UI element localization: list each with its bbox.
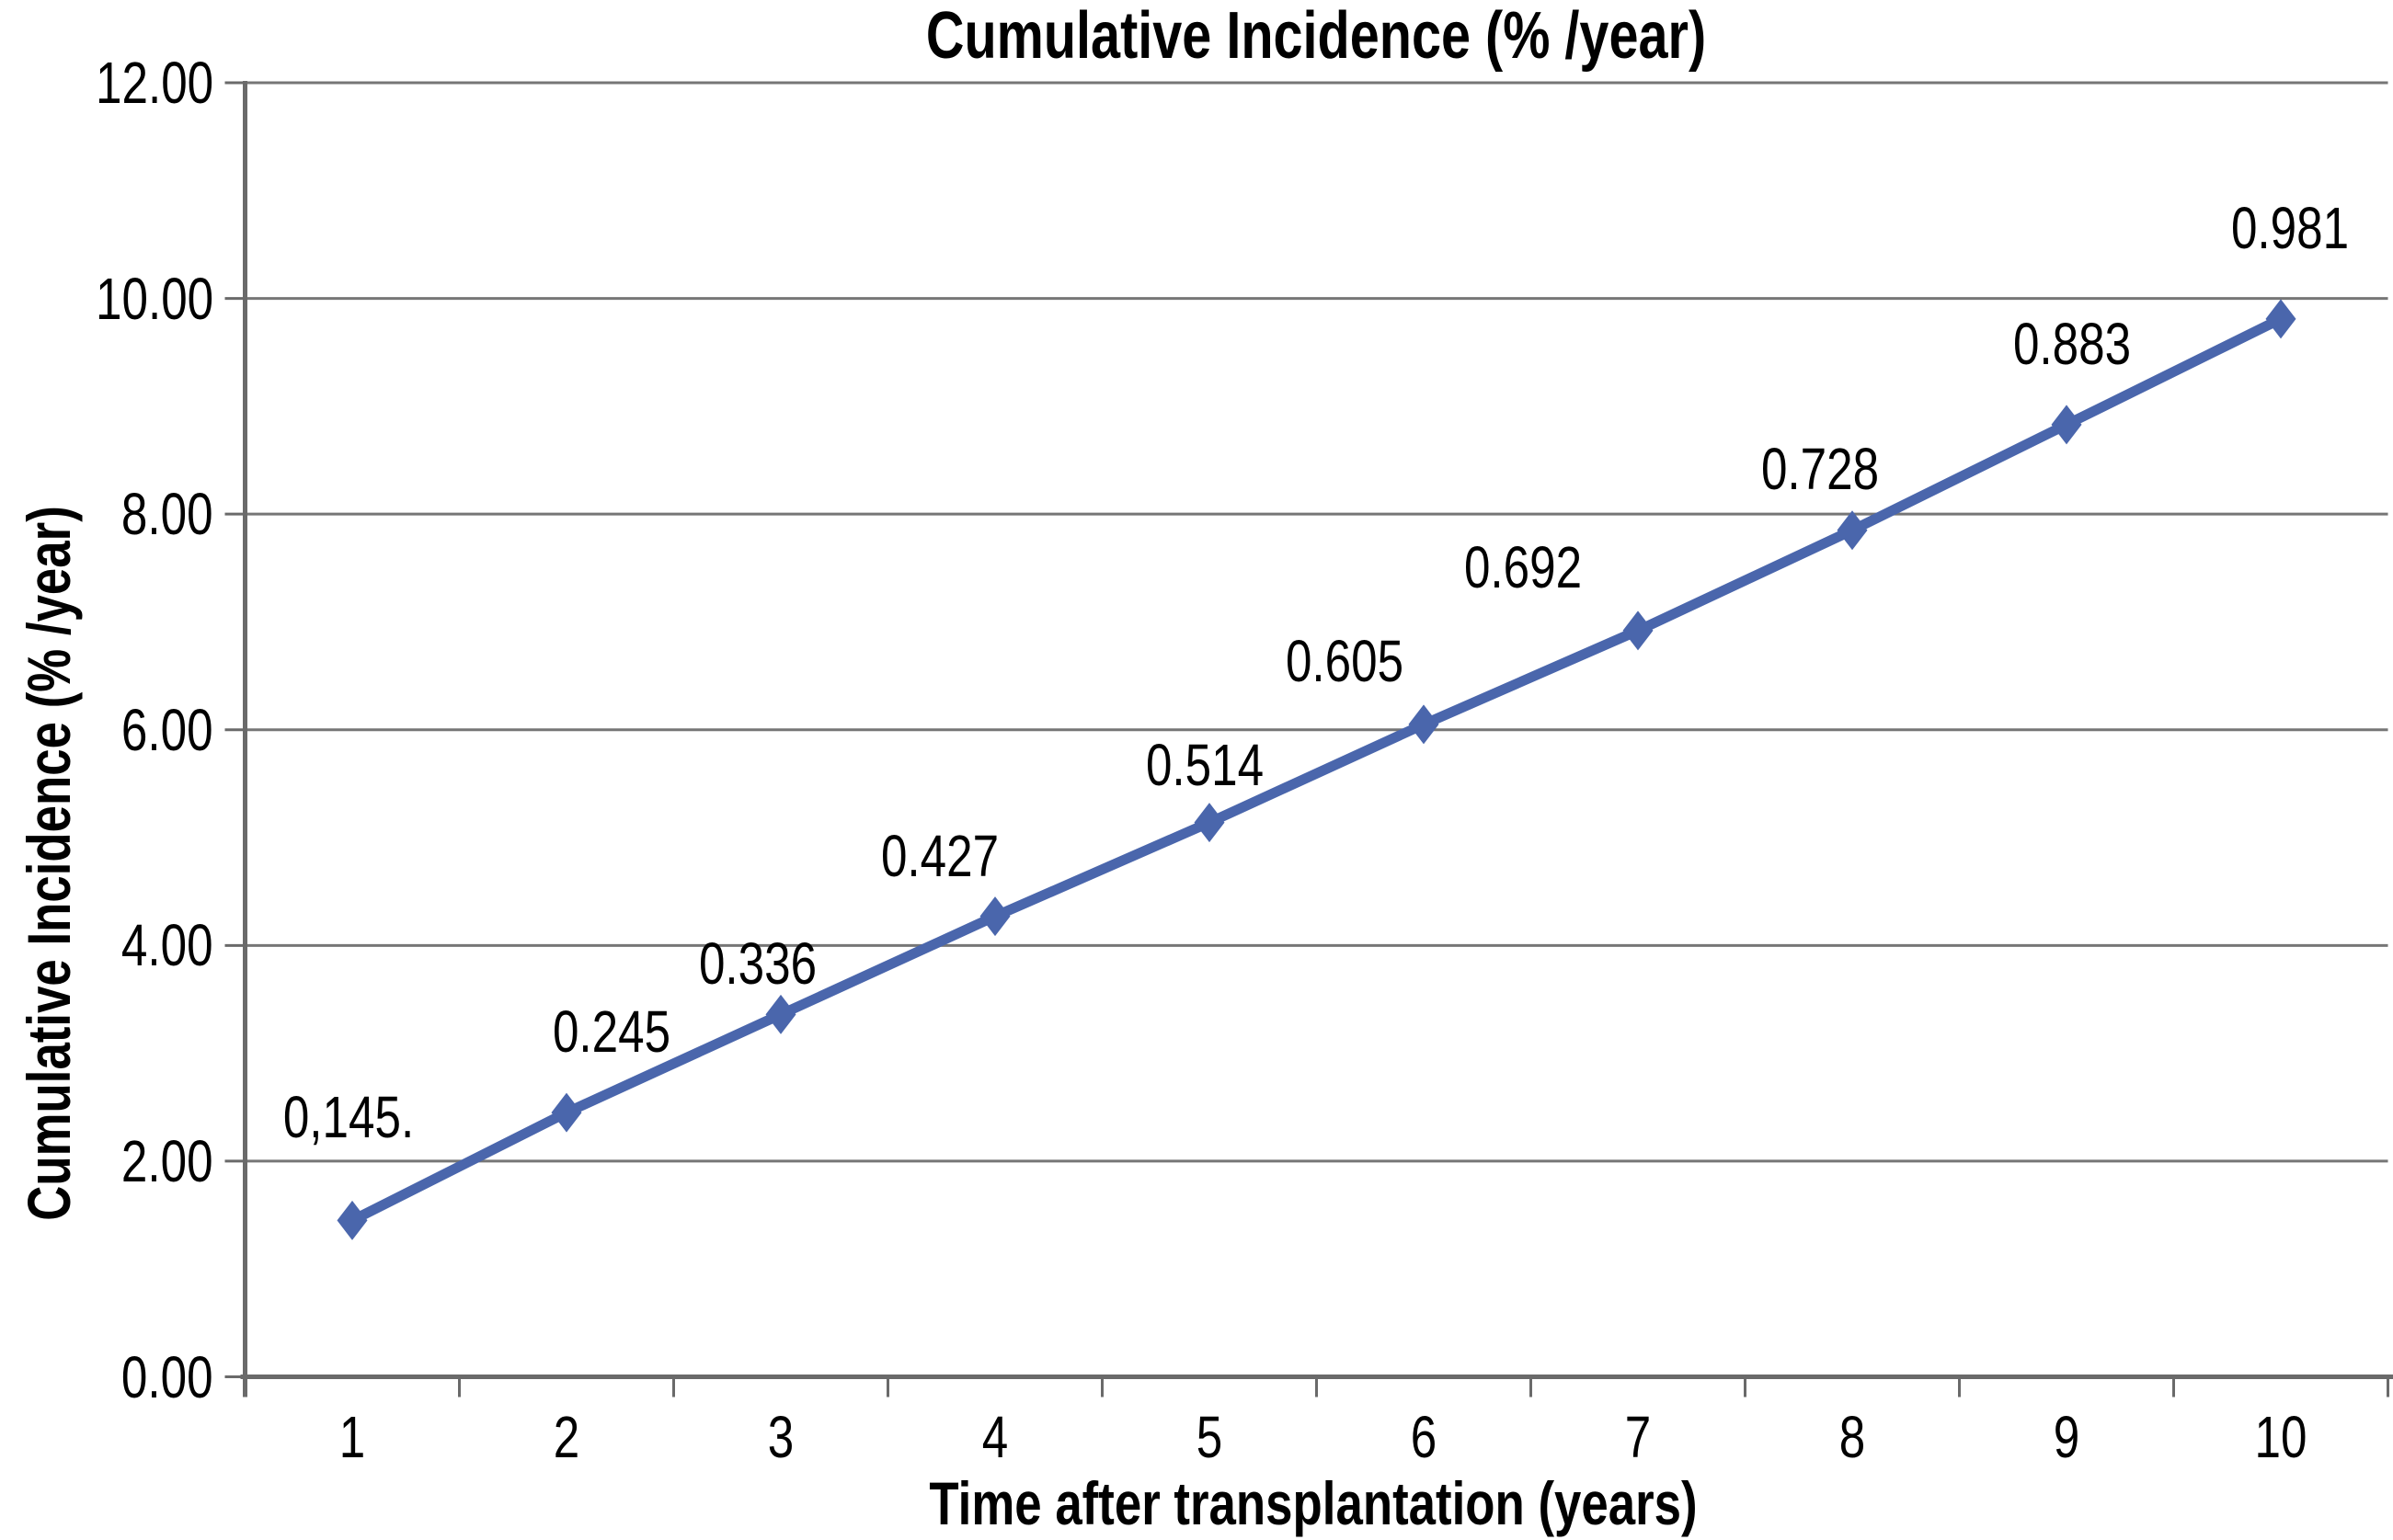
data-point-marker-year-7 [1622, 610, 1654, 651]
y-tick-label-6.00: 6.00 [98, 698, 213, 762]
data-label-year-3: 0.336 [684, 931, 831, 996]
x-tick-label-4: 4 [979, 1405, 1012, 1469]
data-label-year-1: 0,145. [267, 1085, 430, 1149]
x-axis-title: Time after transplantation (years) [833, 1469, 1793, 1537]
y-tick-label-0.00-text: 0.00 [121, 1343, 213, 1410]
data-label-year-2-text: 0.245 [552, 998, 671, 1066]
data-label-year-9-text: 0.883 [2012, 310, 2132, 377]
data-label-year-5: 0.514 [1131, 733, 1278, 797]
x-tick-label-9: 9 [2050, 1405, 2083, 1469]
y-tick-label-8.00-text: 8.00 [121, 481, 213, 548]
x-tick-label-10-text: 10 [2254, 1404, 2307, 1470]
series-line-0 [347, 314, 2286, 1226]
y-tick-label-10.00: 10.00 [66, 267, 213, 331]
data-label-year-7-text: 0.692 [1463, 533, 1583, 600]
data-label-year-6-text: 0.605 [1285, 627, 1404, 694]
x-tick-label-6: 6 [1407, 1405, 1440, 1469]
y-tick-label-8.00: 8.00 [98, 482, 213, 546]
x-tick-label-6-text: 6 [1410, 1404, 1437, 1470]
data-point-marker-year-3 [765, 994, 796, 1034]
y-tick-label-10.00-text: 10.00 [95, 265, 213, 332]
data-point-marker-year-6 [1408, 704, 1439, 745]
data-point-marker-year-1 [337, 1200, 368, 1240]
y-tick-label-12.00: 12.00 [66, 51, 213, 115]
data-point-marker-year-2 [551, 1092, 582, 1133]
data-label-year-8: 0.728 [1746, 437, 1894, 501]
x-tick-label-8-text: 8 [1838, 1404, 1866, 1470]
x-tick-label-7-text: 7 [1624, 1404, 1652, 1470]
y-tick-label-6.00-text: 6.00 [121, 696, 213, 763]
x-tick-label-4-text: 4 [981, 1404, 1009, 1470]
data-label-year-10-text: 0.981 [2230, 194, 2350, 261]
data-label-year-10: 0.981 [2216, 196, 2364, 260]
x-tick-label-10: 10 [2248, 1405, 2313, 1469]
x-tick-label-2-text: 2 [553, 1404, 580, 1470]
x-tick-label-1: 1 [336, 1405, 369, 1469]
x-axis-title-text: Time after transplantation (years) [929, 1469, 1698, 1537]
x-tick-label-1-text: 1 [338, 1404, 366, 1470]
data-label-year-4-text: 0.427 [880, 822, 1000, 889]
data-label-year-3-text: 0.336 [698, 930, 818, 998]
y-tick-label-2.00: 2.00 [98, 1129, 213, 1193]
data-point-marker-year-5 [1194, 803, 1225, 843]
y-tick-label-12.00-text: 12.00 [95, 50, 213, 116]
data-label-year-2: 0.245 [538, 999, 685, 1064]
y-tick-label-4.00: 4.00 [98, 913, 213, 977]
y-axis-title-text: Cumulative Incidence (% /year) [15, 506, 83, 1222]
x-tick-label-5: 5 [1193, 1405, 1226, 1469]
chart-title: Cumulative Incidence (% /year) [829, 2, 1803, 70]
chart-title-text: Cumulative Incidence (% /year) [925, 0, 1707, 73]
x-tick-label-7: 7 [1621, 1405, 1654, 1469]
x-tick-label-8: 8 [1836, 1405, 1869, 1469]
data-point-marker-year-4 [979, 896, 1011, 937]
data-label-year-8-text: 0.728 [1760, 435, 1880, 502]
data-point-marker-year-10 [2265, 299, 2296, 339]
y-tick-label-0.00: 0.00 [98, 1345, 213, 1409]
y-tick-label-2.00-text: 2.00 [121, 1127, 213, 1194]
x-tick-label-2: 2 [550, 1405, 583, 1469]
x-tick-label-3-text: 3 [767, 1404, 795, 1470]
data-label-year-1-text: 0,145. [282, 1084, 415, 1151]
data-label-year-7: 0.692 [1449, 535, 1597, 599]
data-label-year-5-text: 0.514 [1145, 731, 1265, 798]
x-tick-label-9-text: 9 [2053, 1404, 2080, 1470]
data-point-marker-year-9 [2051, 405, 2082, 445]
data-label-year-6: 0.605 [1271, 629, 1418, 693]
y-tick-label-4.00-text: 4.00 [121, 912, 213, 979]
data-label-year-4: 0.427 [866, 824, 1013, 888]
x-tick-label-3: 3 [764, 1405, 797, 1469]
x-tick-label-5-text: 5 [1196, 1404, 1223, 1470]
data-label-year-9: 0.883 [1998, 312, 2146, 376]
data-point-marker-year-8 [1837, 510, 1868, 551]
